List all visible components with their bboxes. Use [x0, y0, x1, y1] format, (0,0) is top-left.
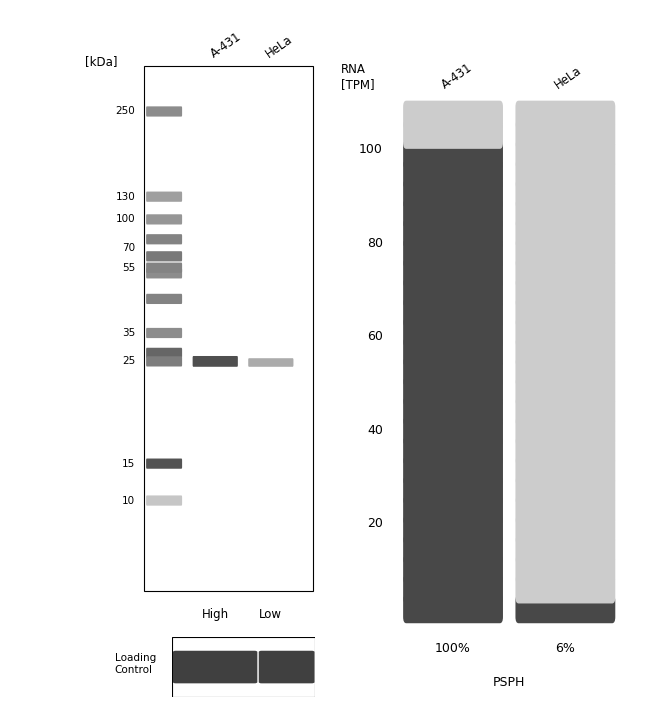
FancyBboxPatch shape	[403, 417, 503, 445]
FancyBboxPatch shape	[403, 219, 503, 248]
Text: 100: 100	[116, 214, 135, 224]
FancyBboxPatch shape	[403, 298, 503, 327]
FancyBboxPatch shape	[146, 348, 182, 358]
Text: Low: Low	[259, 608, 282, 621]
Text: 6%: 6%	[556, 642, 575, 655]
Text: 60: 60	[367, 330, 383, 343]
FancyBboxPatch shape	[403, 476, 503, 505]
FancyBboxPatch shape	[146, 263, 182, 273]
FancyBboxPatch shape	[515, 298, 616, 327]
FancyBboxPatch shape	[515, 397, 616, 425]
FancyBboxPatch shape	[403, 180, 503, 208]
FancyBboxPatch shape	[515, 358, 616, 386]
Text: RNA
[TPM]: RNA [TPM]	[341, 63, 374, 92]
FancyBboxPatch shape	[248, 359, 293, 367]
Text: 250: 250	[116, 106, 135, 116]
FancyBboxPatch shape	[403, 575, 503, 604]
Text: 70: 70	[122, 243, 135, 253]
FancyBboxPatch shape	[259, 651, 315, 683]
Text: 80: 80	[367, 237, 383, 250]
FancyBboxPatch shape	[515, 378, 616, 406]
Text: 10: 10	[122, 496, 135, 506]
FancyBboxPatch shape	[403, 121, 503, 149]
FancyBboxPatch shape	[515, 575, 616, 604]
Text: 55: 55	[122, 263, 135, 273]
FancyBboxPatch shape	[146, 328, 182, 338]
FancyBboxPatch shape	[515, 278, 616, 307]
Text: HeLa: HeLa	[263, 33, 295, 60]
FancyBboxPatch shape	[146, 459, 182, 469]
FancyBboxPatch shape	[403, 318, 503, 346]
Text: Loading
Control: Loading Control	[115, 653, 156, 674]
FancyBboxPatch shape	[403, 358, 503, 386]
FancyBboxPatch shape	[515, 121, 616, 149]
FancyBboxPatch shape	[403, 595, 503, 623]
FancyBboxPatch shape	[144, 66, 313, 591]
Text: 15: 15	[122, 459, 135, 469]
FancyBboxPatch shape	[515, 318, 616, 346]
FancyBboxPatch shape	[403, 239, 503, 268]
FancyBboxPatch shape	[172, 637, 315, 697]
FancyBboxPatch shape	[146, 496, 182, 506]
FancyBboxPatch shape	[146, 234, 182, 244]
FancyBboxPatch shape	[515, 457, 616, 485]
FancyBboxPatch shape	[403, 200, 503, 228]
FancyBboxPatch shape	[515, 200, 616, 228]
FancyBboxPatch shape	[403, 160, 503, 188]
FancyBboxPatch shape	[515, 219, 616, 248]
FancyBboxPatch shape	[403, 555, 503, 584]
FancyBboxPatch shape	[515, 595, 616, 623]
FancyBboxPatch shape	[515, 417, 616, 445]
FancyBboxPatch shape	[146, 214, 182, 224]
FancyBboxPatch shape	[146, 192, 182, 202]
Text: [kDa]: [kDa]	[84, 55, 117, 67]
FancyBboxPatch shape	[146, 294, 182, 304]
Text: 100%: 100%	[435, 642, 471, 655]
FancyBboxPatch shape	[515, 101, 616, 129]
FancyBboxPatch shape	[403, 515, 503, 544]
FancyBboxPatch shape	[146, 251, 182, 261]
FancyBboxPatch shape	[403, 397, 503, 425]
Text: 100: 100	[359, 143, 383, 156]
FancyBboxPatch shape	[403, 496, 503, 525]
Text: A-431: A-431	[208, 30, 244, 60]
Text: 130: 130	[116, 192, 135, 202]
FancyBboxPatch shape	[403, 101, 503, 129]
Text: A-431: A-431	[439, 61, 475, 92]
FancyBboxPatch shape	[515, 476, 616, 505]
FancyBboxPatch shape	[403, 140, 503, 168]
Text: 20: 20	[367, 517, 383, 530]
FancyBboxPatch shape	[403, 457, 503, 485]
FancyBboxPatch shape	[515, 239, 616, 268]
FancyBboxPatch shape	[515, 160, 616, 188]
FancyBboxPatch shape	[403, 437, 503, 465]
FancyBboxPatch shape	[403, 258, 503, 288]
FancyBboxPatch shape	[403, 278, 503, 307]
FancyBboxPatch shape	[515, 258, 616, 288]
FancyBboxPatch shape	[173, 651, 257, 683]
FancyBboxPatch shape	[403, 338, 503, 366]
Text: 35: 35	[122, 328, 135, 338]
FancyBboxPatch shape	[146, 268, 182, 278]
FancyBboxPatch shape	[515, 338, 616, 366]
FancyBboxPatch shape	[403, 378, 503, 406]
Text: 25: 25	[122, 356, 135, 366]
Text: 40: 40	[367, 424, 383, 437]
FancyBboxPatch shape	[515, 180, 616, 208]
FancyBboxPatch shape	[146, 106, 182, 116]
FancyBboxPatch shape	[192, 356, 238, 367]
FancyBboxPatch shape	[515, 535, 616, 564]
FancyBboxPatch shape	[515, 140, 616, 168]
FancyBboxPatch shape	[515, 496, 616, 525]
Text: HeLa: HeLa	[552, 64, 584, 92]
Text: High: High	[202, 608, 229, 621]
FancyBboxPatch shape	[515, 437, 616, 465]
FancyBboxPatch shape	[403, 535, 503, 564]
FancyBboxPatch shape	[515, 515, 616, 544]
FancyBboxPatch shape	[146, 356, 182, 366]
Text: PSPH: PSPH	[493, 676, 525, 689]
FancyBboxPatch shape	[515, 555, 616, 584]
